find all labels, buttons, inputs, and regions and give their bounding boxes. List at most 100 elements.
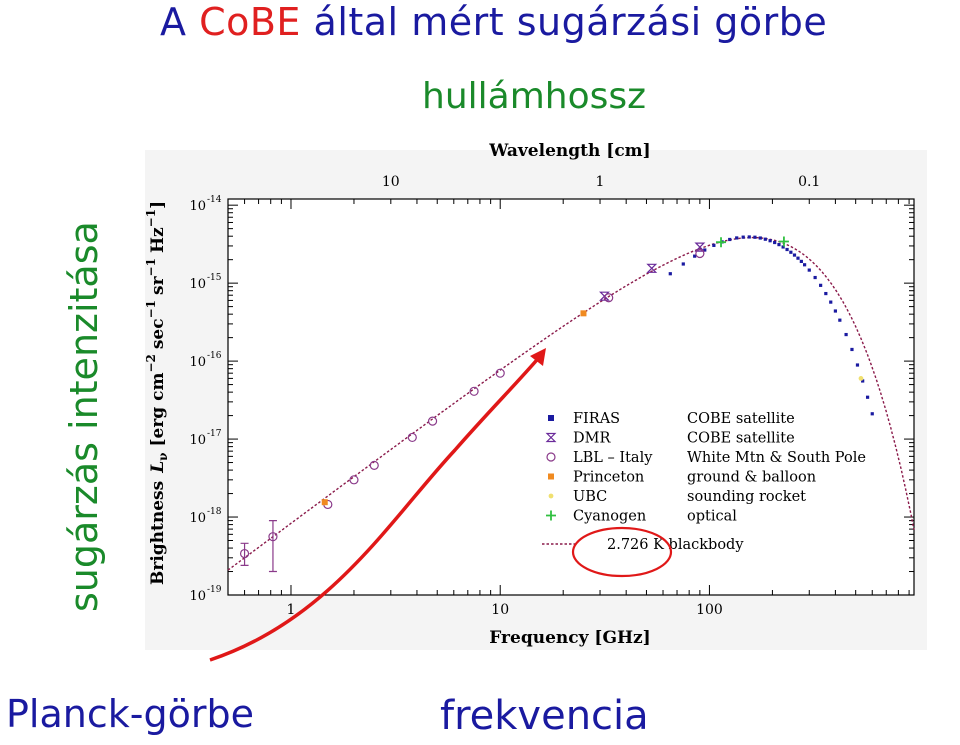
data-point-firas: [803, 263, 807, 267]
data-point-firas: [829, 300, 833, 304]
y-tick-label: 10: [189, 433, 206, 448]
data-points: [239, 235, 874, 573]
legend-marker: [548, 415, 554, 421]
data-point-firas: [763, 237, 767, 241]
arrow-head: [530, 348, 546, 366]
x-tick-label: 10: [491, 602, 509, 618]
data-point-firas: [824, 291, 828, 296]
blackbody-curve: [227, 236, 915, 571]
data-point-firas: [855, 363, 860, 367]
y-axis-label: BrightnessLν[erg cm−2sec−1sr−1Hz−1]: [144, 201, 170, 585]
highlight-ellipse: [571, 526, 673, 578]
y-tick-label: 10: [189, 511, 206, 526]
data-point-firas: [865, 395, 870, 399]
data-point-firas: [703, 248, 707, 252]
top-tick-label: 10: [382, 174, 400, 190]
data-point-firas: [844, 332, 848, 337]
data-point-firas: [735, 236, 739, 240]
data-point-firas: [693, 254, 697, 258]
x-tick-label: 1: [287, 602, 296, 618]
data-point-firas: [838, 318, 842, 322]
data-point-firas: [728, 237, 732, 242]
data-point-cyanogen: [778, 236, 789, 247]
data-point-lbl-italy: [407, 432, 417, 443]
x-ticks: 1 10 100: [227, 199, 910, 618]
legend-name: UBC: [573, 489, 607, 505]
legend-marker: [545, 432, 557, 443]
legend-name: Cyanogen: [573, 509, 646, 525]
y-tick-exponent: -17: [207, 429, 222, 439]
legend-name: DMR: [573, 431, 611, 447]
y-tick-exponent: -18: [207, 507, 222, 517]
data-point-firas: [833, 309, 838, 313]
data-point-lbl-italy: [469, 386, 479, 396]
y-tick-exponent: -15: [207, 273, 222, 283]
plot-frame: [227, 198, 915, 596]
y-tick-label: 10: [189, 277, 206, 292]
top-ticks: 10 1 0.1: [382, 174, 820, 190]
data-point-firas: [712, 243, 716, 247]
data-point-firas: [796, 256, 800, 260]
legend-source: COBE satellite: [687, 431, 795, 447]
top-axis-label: Wavelength [cm]: [488, 141, 650, 161]
legend-source: optical: [687, 509, 737, 525]
y-tick-exponent: -19: [207, 585, 222, 595]
data-point-ubc: [858, 376, 864, 381]
x-axis-label: Frequency [GHz]: [489, 628, 650, 648]
data-point-lbl-italy: [427, 416, 438, 426]
data-point-firas: [819, 283, 823, 287]
wavelength-annotation: hullámhossz: [422, 76, 647, 117]
legend-source: sounding rocket: [687, 489, 806, 505]
data-point-dmr: [694, 242, 706, 252]
legend-curve-label: 2.726 K blackbody: [607, 537, 744, 553]
error-bar: [240, 542, 249, 566]
data-point-firas: [777, 243, 781, 247]
legend-marker: [548, 473, 554, 480]
data-point-lbl-italy: [695, 248, 705, 259]
data-point-firas: [807, 268, 811, 272]
data-point-firas: [792, 253, 797, 257]
y-tick-exponent: -16: [207, 351, 222, 361]
top-tick-label: 1: [596, 174, 605, 190]
data-point-lbl-italy: [268, 532, 278, 542]
data-point-firas: [747, 235, 751, 239]
legend-source: COBE satellite: [687, 411, 795, 427]
data-point-firas: [753, 235, 757, 239]
title-cobe: CoBE: [199, 0, 301, 44]
data-point-firas: [681, 262, 685, 266]
planck-annotation: Planck-görbe: [6, 692, 254, 736]
top-tick-label: 0.1: [798, 174, 820, 190]
data-point-firas: [850, 347, 854, 352]
legend-name: LBL – Italy: [573, 450, 653, 466]
annotation-arrow: [209, 352, 544, 662]
data-point-firas: [741, 235, 745, 239]
y-tick-label: 10: [189, 589, 206, 604]
data-point-lbl-italy: [495, 368, 505, 378]
title-rest: által mért sugárzási görbe: [300, 0, 828, 44]
legend-source: White Mtn & South Pole: [687, 450, 866, 466]
data-point-firas: [813, 275, 817, 280]
data-point-firas: [758, 236, 762, 240]
data-point-firas: [781, 245, 785, 249]
error-bar: [268, 520, 277, 573]
frequency-annotation: frekvencia: [440, 693, 649, 739]
legend-marker: [546, 510, 556, 521]
data-point-firas: [785, 247, 789, 252]
data-point-dmr: [599, 291, 610, 301]
data-point-lbl-italy: [239, 548, 250, 559]
data-point-firas: [861, 379, 865, 383]
legend-name: FIRAS: [573, 411, 620, 427]
slide-title: A CoBE által mért sugárzási görbe: [160, 0, 827, 44]
data-point-lbl-italy: [349, 475, 359, 485]
data-point-firas: [799, 259, 803, 264]
legend-marker: [546, 452, 556, 462]
data-point-lbl-italy: [604, 293, 614, 303]
legend: FIRAS COBE satellite DMR COBE satellite LBL …: [542, 411, 866, 553]
data-point-dmr: [646, 263, 658, 273]
y-tick-exponent: -14: [207, 195, 222, 205]
legend-name: Princeton: [573, 470, 644, 486]
x-tick-label: 100: [696, 602, 723, 618]
data-point-firas: [773, 240, 777, 245]
y-tick-label: 10: [189, 355, 206, 370]
